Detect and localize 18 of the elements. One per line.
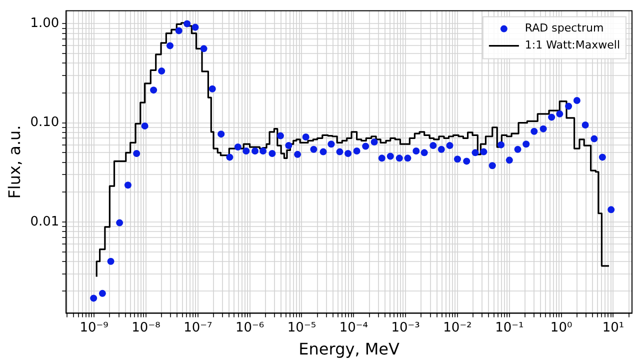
x-tick-label: 10⁻⁵ [287, 320, 316, 336]
x-tick-label: 10⁻⁶ [235, 320, 264, 336]
legend-label: 1:1 Watt:Maxwell [524, 38, 620, 52]
x-axis-title: Energy, MeV [298, 340, 400, 359]
x-tick-label: 10⁻⁷ [184, 320, 212, 336]
x-tick-label: 10⁻⁹ [80, 320, 108, 336]
x-tick-label: 10⁰ [550, 320, 572, 336]
x-tick-label: 10⁻⁸ [132, 320, 160, 336]
y-tick-label: 0.01 [30, 214, 60, 230]
x-tick-label: 10⁻⁴ [339, 320, 368, 336]
legend-label: RAD spectrum [524, 22, 604, 35]
x-tick-label: 10⁻² [443, 320, 472, 336]
y-tick-label: 1.00 [30, 16, 60, 32]
y-tick-label: 0.10 [30, 115, 60, 130]
x-tick-label: 10⁻¹ [495, 320, 524, 336]
y-axis-title: Flux, a.u. [4, 125, 24, 199]
x-tick-label: 10⁻³ [391, 320, 420, 336]
x-tick-label: 10¹ [602, 320, 624, 336]
